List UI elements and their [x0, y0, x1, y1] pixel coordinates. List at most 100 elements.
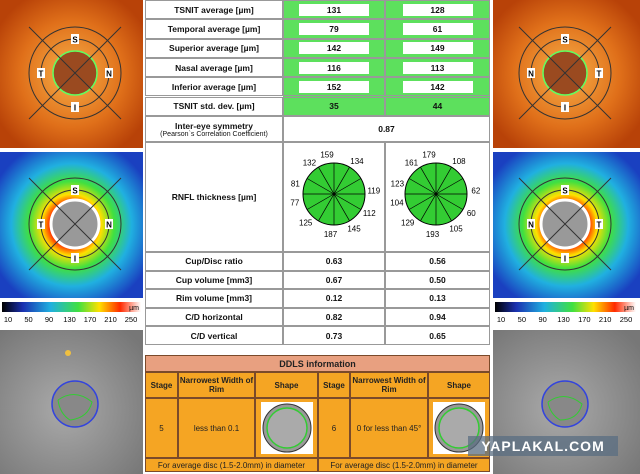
row-label: Inferior average [µm] [145, 77, 283, 97]
eye-label: I [564, 104, 566, 113]
symmetry-title: Inter-eye symmetry [175, 120, 253, 131]
disc-shape [260, 402, 313, 454]
colorbar-unit: µm [129, 305, 139, 312]
colorbar-tick: 90 [45, 315, 53, 324]
right-thickness-map [493, 152, 640, 298]
sector-value: 134 [350, 157, 364, 166]
sector-value: 125 [299, 218, 313, 227]
row-label: Cup/Disc ratio [145, 252, 283, 271]
value-cell: 0.67 [283, 270, 385, 290]
row-label: TSNIT std. dev. [µm] [145, 96, 283, 116]
colorbar-tick: 10 [4, 315, 12, 324]
rnfl-label: RNFL thickness [µm] [145, 142, 283, 252]
sector-line [420, 166, 452, 222]
colorbar-tick: 170 [578, 315, 591, 324]
eye-label: T [597, 70, 602, 79]
eye-label: S [72, 187, 78, 196]
value-box: 116 [299, 61, 369, 74]
sector-value: 81 [291, 180, 300, 189]
sector-value: 60 [467, 209, 476, 218]
eye-label: S [72, 36, 78, 45]
sector-value: 112 [363, 209, 376, 218]
colorbar [495, 302, 636, 312]
eye-label: N [106, 221, 112, 230]
ddls-cell: 6 [318, 398, 350, 458]
value-cell: 128 [385, 0, 490, 20]
label-box [595, 68, 603, 78]
eye-label: I [564, 255, 566, 264]
value-box: 79 [299, 22, 369, 35]
colorbar-unit: µm [624, 305, 634, 312]
ddls-header: Shape [255, 372, 318, 398]
symmetry-label: Inter-eye symmetry (Pearson`s Correlation… [145, 116, 283, 142]
sector-value: 161 [405, 158, 419, 167]
value-cell: 0.73 [283, 326, 385, 345]
ddls-footer: For average disc (1.5-2.0mm) in diameter [318, 458, 490, 472]
label-box [37, 219, 45, 229]
row-label: Temporal average [µm] [145, 19, 283, 39]
sector-value: 145 [347, 225, 361, 234]
label-box [561, 253, 569, 263]
eye-label: N [528, 221, 534, 230]
colorbar-tick: 130 [557, 315, 570, 324]
label-box [71, 34, 79, 44]
colorbar-tick: 50 [518, 315, 526, 324]
ddls-header: Narrowest Width of Rim [178, 372, 255, 398]
left-red-free [0, 330, 143, 474]
value-cell: 142 [385, 77, 490, 97]
value-cell: 0.50 [385, 270, 490, 290]
rnfl-cell [385, 142, 490, 252]
colorbar-tick: 250 [125, 315, 138, 324]
value-box: 149 [402, 42, 473, 55]
value-box: 61 [402, 22, 473, 35]
label-box [527, 219, 535, 229]
value-cell: 35 [283, 96, 385, 116]
row-label: C/D horizontal [145, 307, 283, 327]
value-box: 152 [299, 80, 369, 93]
colorbar-tick: 130 [63, 315, 76, 324]
value-box: 128 [402, 3, 473, 16]
value-cell: 113 [385, 57, 490, 78]
ddls-header: Narrowest Width of Rim [350, 372, 428, 398]
eye-label: T [39, 221, 44, 230]
colorbar-tick: 250 [620, 315, 633, 324]
sector-value: 179 [422, 151, 436, 160]
eye-label: N [528, 70, 534, 79]
sector-value: 129 [401, 218, 415, 227]
colorbar-tick: 210 [104, 315, 117, 324]
sector-value: 123 [391, 180, 405, 189]
rnfl-cell [283, 142, 385, 252]
value-cell: 61 [385, 19, 490, 39]
ddls-header: Shape [428, 372, 490, 398]
label-box [595, 219, 603, 229]
label-box [561, 185, 569, 195]
row-label: Cup volume [mm3] [145, 270, 283, 290]
ddls-title: DDLS information [145, 355, 490, 372]
eye-label: N [106, 70, 112, 79]
eye-label: I [74, 255, 76, 264]
ddls-header: Stage [145, 372, 178, 398]
colorbar [2, 302, 141, 312]
watermark: YAPLAKAL.COM [468, 436, 618, 456]
value-cell: 0.63 [283, 252, 385, 271]
value-cell: 0.12 [283, 289, 385, 308]
label-box [561, 102, 569, 112]
row-label: Rim volume [mm3] [145, 289, 283, 308]
colorbar-tick: 170 [84, 315, 97, 324]
eye-label: T [597, 221, 602, 230]
colorbar-tick: 210 [599, 315, 612, 324]
sector-value: 132 [303, 158, 317, 167]
label-box [71, 102, 79, 112]
colorbar-tick: 10 [497, 315, 505, 324]
sector-value: 104 [390, 198, 404, 207]
ddls-cell: 0 for less than 45° [350, 398, 428, 458]
row-label: Nasal average [µm] [145, 57, 283, 78]
sector-value: 187 [324, 230, 338, 239]
value-box: 131 [299, 3, 369, 16]
sector-value: 62 [471, 187, 480, 196]
symmetry-value: 0.87 [283, 116, 490, 142]
label-box [71, 185, 79, 195]
ddls-footer: For average disc (1.5-2.0mm) in diameter [145, 458, 318, 472]
